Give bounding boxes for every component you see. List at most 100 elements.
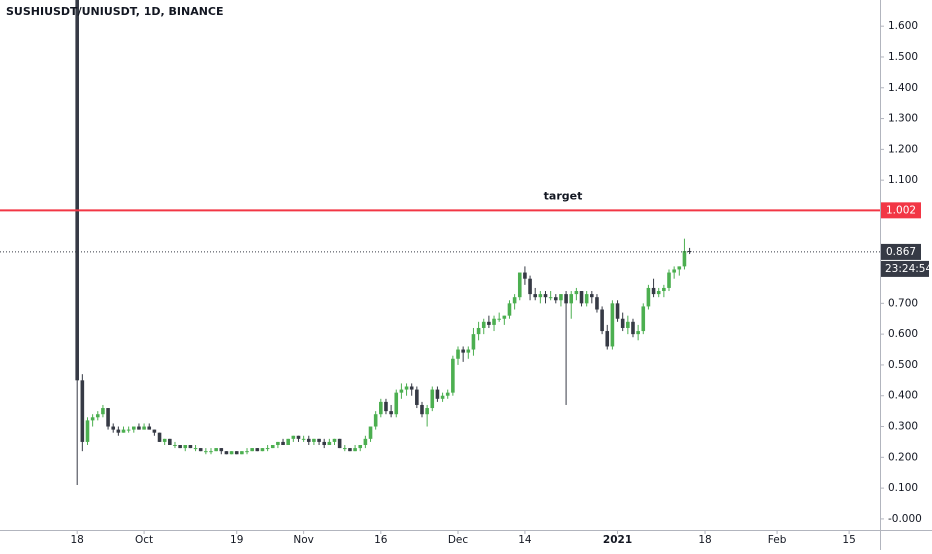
y-tick-label: 0.100 [888,482,918,494]
candle-body [214,448,218,452]
y-tick-label: 1.300 [888,113,918,125]
candle-body [322,441,327,446]
candle-body [229,451,234,455]
candle-body [538,294,543,298]
candle-body [677,266,682,270]
candle-body [157,432,162,442]
y-tick-label: 1.100 [888,174,918,186]
candle-body [687,250,692,252]
candle-body [579,291,584,304]
candle-body [198,448,203,452]
candle-body [183,445,188,449]
candle-body [337,438,342,449]
candle-body [641,306,646,332]
candle-body [574,291,579,295]
candle-body [682,250,687,267]
y-tick-label: 0.700 [888,297,918,309]
candle-body [188,445,193,449]
y-tick-label: 1.200 [888,143,918,155]
candle-body [126,429,131,431]
candle-body [121,429,126,433]
candle-body [250,448,254,452]
candle-body [85,420,90,442]
target-price-label: 1.002 [886,204,916,216]
candle-body [95,414,100,418]
candle-body [559,294,563,301]
candle-body [584,294,589,304]
y-tick-label: 0.200 [888,451,918,463]
candle-body [512,297,517,304]
candle-body [276,441,280,446]
candle-body [178,445,182,449]
candle-body [255,448,260,452]
candle-body [425,408,429,415]
candle-body [204,451,208,453]
candle-body [358,445,363,449]
candle-body [306,438,311,442]
candle-body [590,294,594,298]
candle-body [497,318,501,320]
candle-body [636,331,640,335]
target-price-box [881,202,921,219]
candle-body [507,303,512,316]
candle-body [471,334,476,350]
candle-body [265,448,270,450]
candle-body [353,448,357,452]
candle-body [476,327,481,335]
x-tick-label: Dec [448,534,469,546]
candle-body [517,272,522,298]
x-tick-label: 18 [71,534,84,546]
x-tick-label: Nov [293,534,314,546]
candle-body [564,294,568,304]
y-tick-label: 0.300 [888,421,918,433]
target-annotation: target [544,189,583,202]
candle-body [363,438,368,446]
candle-body [620,318,625,328]
candle-body [142,426,146,430]
candle-body [399,389,404,393]
candle-body [662,287,666,292]
candle-body [394,392,399,415]
candle-body [651,287,656,295]
candle-body [193,448,198,450]
candle-body [342,448,347,450]
candle-body [173,445,177,447]
candle-body [605,331,610,347]
candle-body [615,303,620,319]
candle-body [553,297,558,301]
candle-body [348,448,352,452]
candle-body [281,441,285,446]
y-tick-label: 0.500 [888,359,918,371]
candle-body [162,438,167,442]
candle-body [368,426,373,439]
x-tick-label: 16 [374,534,388,546]
countdown-label: 23:24:54 [885,263,932,275]
candle-body [610,303,615,347]
candle-body [487,321,491,325]
candle-body [420,404,424,415]
candle-body [451,358,455,393]
candle-body [456,349,460,359]
candle-body [445,392,450,396]
candle-body [600,309,604,332]
candle-body [384,401,388,412]
candle-body [291,435,296,439]
candle-body [270,445,275,449]
candle-body [440,395,445,399]
candle-body [219,448,224,452]
candle-body [667,272,671,288]
candle-body [435,389,440,399]
candle-body [672,269,676,273]
chart-title: SUSHIUSDT/UNIUSDT, 1D, BINANCE [6,5,224,18]
candle-body [523,272,527,279]
x-tick-label: 19 [230,534,243,546]
candle-body [296,435,301,439]
y-tick-label: 1.400 [888,82,918,94]
candle-body [137,426,141,430]
candle-body [80,380,85,442]
candle-body [569,294,574,304]
candle-body [430,389,435,409]
candle-body [234,451,239,455]
candle-body [543,294,548,298]
